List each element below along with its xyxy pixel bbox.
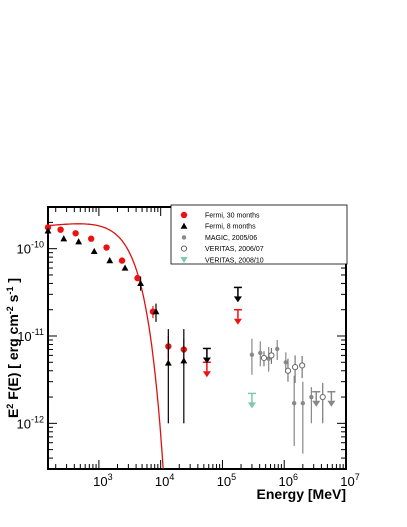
legend-item-3: VERITAS, 2006/07 <box>180 245 264 253</box>
upper-limit-arrow <box>233 296 242 303</box>
data-point <box>309 394 314 400</box>
data-point <box>87 235 95 242</box>
upper-limit-arrow <box>312 400 321 407</box>
upper-limit-arrow <box>202 357 211 364</box>
series-1 <box>44 227 242 424</box>
legend-box <box>170 204 348 265</box>
upper-limit-arrow <box>247 402 256 409</box>
upper-limit-arrow <box>233 318 242 325</box>
data-point <box>291 401 297 406</box>
series-2 <box>249 338 336 454</box>
data-point <box>152 308 160 315</box>
data-point <box>121 264 129 271</box>
data-point <box>106 257 114 264</box>
y-tick-label: 10-11 <box>17 327 44 344</box>
legend-item-0: Fermi, 30 months <box>180 211 260 220</box>
legend-label: VERITAS, 2008/10 <box>205 257 264 264</box>
data-point <box>260 354 268 362</box>
legend-item-4: VERITAS, 2008/10 <box>180 257 264 264</box>
axis-ticks <box>48 206 347 470</box>
data-point <box>164 359 172 366</box>
legend-marker <box>180 245 188 252</box>
data-point <box>137 279 144 287</box>
tick-labels: 103 104 105 106 107 10-12 10-11 10-10 <box>17 240 360 489</box>
legend: Fermi, 30 months Fermi, 8 months MAGIC, 20… <box>170 204 348 265</box>
legend-marker <box>180 222 188 229</box>
data-point <box>292 364 299 371</box>
data-point <box>268 352 275 359</box>
series-4 <box>247 392 256 409</box>
data-points-layer <box>44 224 336 454</box>
data-point <box>60 235 68 242</box>
data-point <box>283 360 288 365</box>
model-curve-layer <box>48 223 164 469</box>
data-point <box>249 352 255 357</box>
legend-marker <box>181 235 187 240</box>
data-point <box>90 247 98 255</box>
y-tick-label: 10-10 <box>17 240 44 257</box>
data-point <box>299 362 306 369</box>
data-point <box>103 244 110 251</box>
svg-text:E2 F(E) [ erg cm-2 s-1 ]: E2 F(E) [ erg cm-2 s-1 ] <box>5 278 21 418</box>
data-point <box>319 393 326 401</box>
y-axis-title: E2 F(E) [ erg cm-2 s-1 ] <box>5 278 21 418</box>
y-tick-label: 10-12 <box>17 414 44 431</box>
data-point <box>258 350 263 356</box>
model-curve <box>48 223 164 469</box>
data-point <box>300 401 306 406</box>
upper-limit-arrow <box>202 371 211 378</box>
data-point <box>75 238 83 245</box>
data-point <box>134 274 141 282</box>
legend-label: MAGIC, 2005/06 <box>205 235 257 242</box>
legend-item-1: Fermi, 8 months <box>180 222 256 231</box>
x-tick-label: 104 <box>155 472 174 489</box>
legend-marker <box>180 211 188 219</box>
data-point <box>275 346 280 352</box>
legend-label: Fermi, 30 months <box>205 213 260 220</box>
upper-limit-arrow <box>327 400 336 407</box>
data-point <box>57 226 64 233</box>
legend-item-2: MAGIC, 2005/06 <box>181 235 257 242</box>
legend-label: VERITAS, 2006/07 <box>205 246 264 253</box>
x-tick-label: 106 <box>278 472 297 489</box>
x-axis-title: Energy [MeV] <box>257 486 346 502</box>
x-tick-label: 107 <box>340 472 359 489</box>
data-point <box>72 230 79 237</box>
legend-label: Fermi, 8 months <box>205 224 256 231</box>
data-point <box>284 367 292 374</box>
series-3 <box>260 347 326 424</box>
data-point <box>180 357 188 364</box>
data-point <box>118 257 126 264</box>
x-tick-label: 105 <box>217 472 236 489</box>
legend-marker <box>180 257 188 263</box>
data-point <box>44 227 52 234</box>
x-tick-label: 103 <box>93 472 112 489</box>
